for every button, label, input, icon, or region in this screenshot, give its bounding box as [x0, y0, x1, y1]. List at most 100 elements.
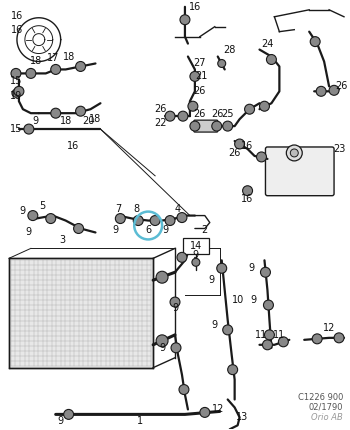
Text: 16: 16 [189, 2, 201, 12]
Circle shape [192, 258, 200, 266]
Circle shape [223, 325, 233, 335]
Circle shape [26, 68, 36, 78]
Circle shape [46, 214, 56, 224]
Circle shape [312, 334, 322, 344]
Circle shape [76, 106, 85, 116]
Circle shape [74, 224, 84, 233]
Circle shape [165, 215, 175, 225]
Text: 9: 9 [212, 320, 218, 330]
Circle shape [165, 111, 175, 121]
Circle shape [12, 89, 20, 97]
Text: 8: 8 [133, 204, 139, 214]
Text: 7: 7 [115, 204, 121, 214]
Text: 22: 22 [154, 118, 166, 128]
Text: 17: 17 [47, 52, 59, 62]
Circle shape [177, 252, 187, 262]
Text: 12: 12 [323, 323, 335, 333]
Text: 16: 16 [241, 194, 254, 204]
Circle shape [290, 149, 298, 157]
Text: 18: 18 [63, 52, 75, 61]
Text: 26: 26 [211, 109, 224, 119]
Text: 15: 15 [10, 124, 22, 134]
Circle shape [278, 337, 288, 347]
Circle shape [190, 121, 200, 131]
Circle shape [28, 211, 38, 221]
Circle shape [257, 152, 266, 162]
FancyBboxPatch shape [265, 147, 334, 196]
Circle shape [177, 212, 187, 223]
Text: 02/1790: 02/1790 [308, 403, 343, 412]
Text: 9: 9 [112, 225, 118, 236]
Text: 24: 24 [261, 39, 274, 49]
Text: 26: 26 [194, 86, 206, 96]
Text: 9: 9 [193, 250, 199, 260]
Circle shape [156, 335, 168, 347]
FancyBboxPatch shape [183, 239, 209, 254]
Text: 2: 2 [202, 225, 208, 236]
Text: 23: 23 [333, 144, 345, 154]
Circle shape [218, 59, 226, 68]
Circle shape [266, 55, 277, 64]
Circle shape [14, 86, 24, 96]
Circle shape [260, 267, 271, 277]
Text: 14: 14 [190, 241, 202, 252]
Text: 11: 11 [273, 330, 286, 340]
Circle shape [265, 330, 274, 340]
Circle shape [188, 101, 198, 111]
Circle shape [245, 104, 254, 114]
Circle shape [243, 186, 253, 196]
Text: 6: 6 [145, 225, 151, 236]
Circle shape [178, 111, 188, 121]
Text: 16: 16 [66, 141, 79, 151]
FancyBboxPatch shape [194, 120, 218, 132]
Text: 5: 5 [40, 201, 46, 211]
Circle shape [212, 121, 222, 131]
Text: 9: 9 [26, 227, 32, 237]
Circle shape [180, 15, 190, 25]
Circle shape [286, 145, 302, 161]
Circle shape [264, 300, 273, 310]
Circle shape [329, 85, 339, 95]
Text: 10: 10 [231, 295, 244, 305]
Circle shape [223, 121, 233, 131]
Circle shape [262, 340, 272, 350]
Text: 26: 26 [229, 148, 241, 158]
Text: 18: 18 [89, 114, 101, 124]
Circle shape [234, 139, 245, 149]
Text: 9: 9 [209, 275, 215, 285]
Text: 16: 16 [241, 141, 254, 151]
Text: 11: 11 [256, 330, 268, 340]
Text: 1: 1 [137, 416, 143, 427]
Text: 12: 12 [211, 405, 224, 415]
Text: 28: 28 [224, 45, 236, 55]
Text: 25: 25 [222, 109, 234, 119]
Circle shape [116, 214, 125, 224]
Text: 15: 15 [10, 77, 22, 86]
Circle shape [64, 409, 74, 419]
Circle shape [228, 365, 238, 375]
Circle shape [200, 408, 210, 418]
Text: 9: 9 [159, 343, 165, 353]
Text: 27: 27 [194, 58, 206, 68]
Circle shape [150, 215, 160, 225]
Circle shape [51, 64, 61, 74]
Text: 19: 19 [10, 91, 22, 101]
Circle shape [171, 343, 181, 353]
Text: 4: 4 [175, 204, 181, 214]
Text: 3: 3 [60, 236, 66, 246]
Text: 9: 9 [33, 116, 39, 126]
Text: 9: 9 [20, 206, 26, 215]
Text: 18: 18 [30, 56, 42, 67]
Text: 26: 26 [335, 81, 347, 91]
Text: Orio AB: Orio AB [311, 413, 343, 422]
Text: 16: 16 [11, 11, 23, 21]
Circle shape [24, 124, 34, 134]
Circle shape [217, 263, 227, 273]
Circle shape [156, 271, 168, 283]
Circle shape [190, 71, 200, 81]
Text: 9: 9 [172, 303, 178, 313]
Text: 16: 16 [11, 25, 23, 35]
Text: 9: 9 [162, 225, 168, 236]
Circle shape [11, 68, 21, 78]
Text: 26: 26 [194, 109, 206, 119]
